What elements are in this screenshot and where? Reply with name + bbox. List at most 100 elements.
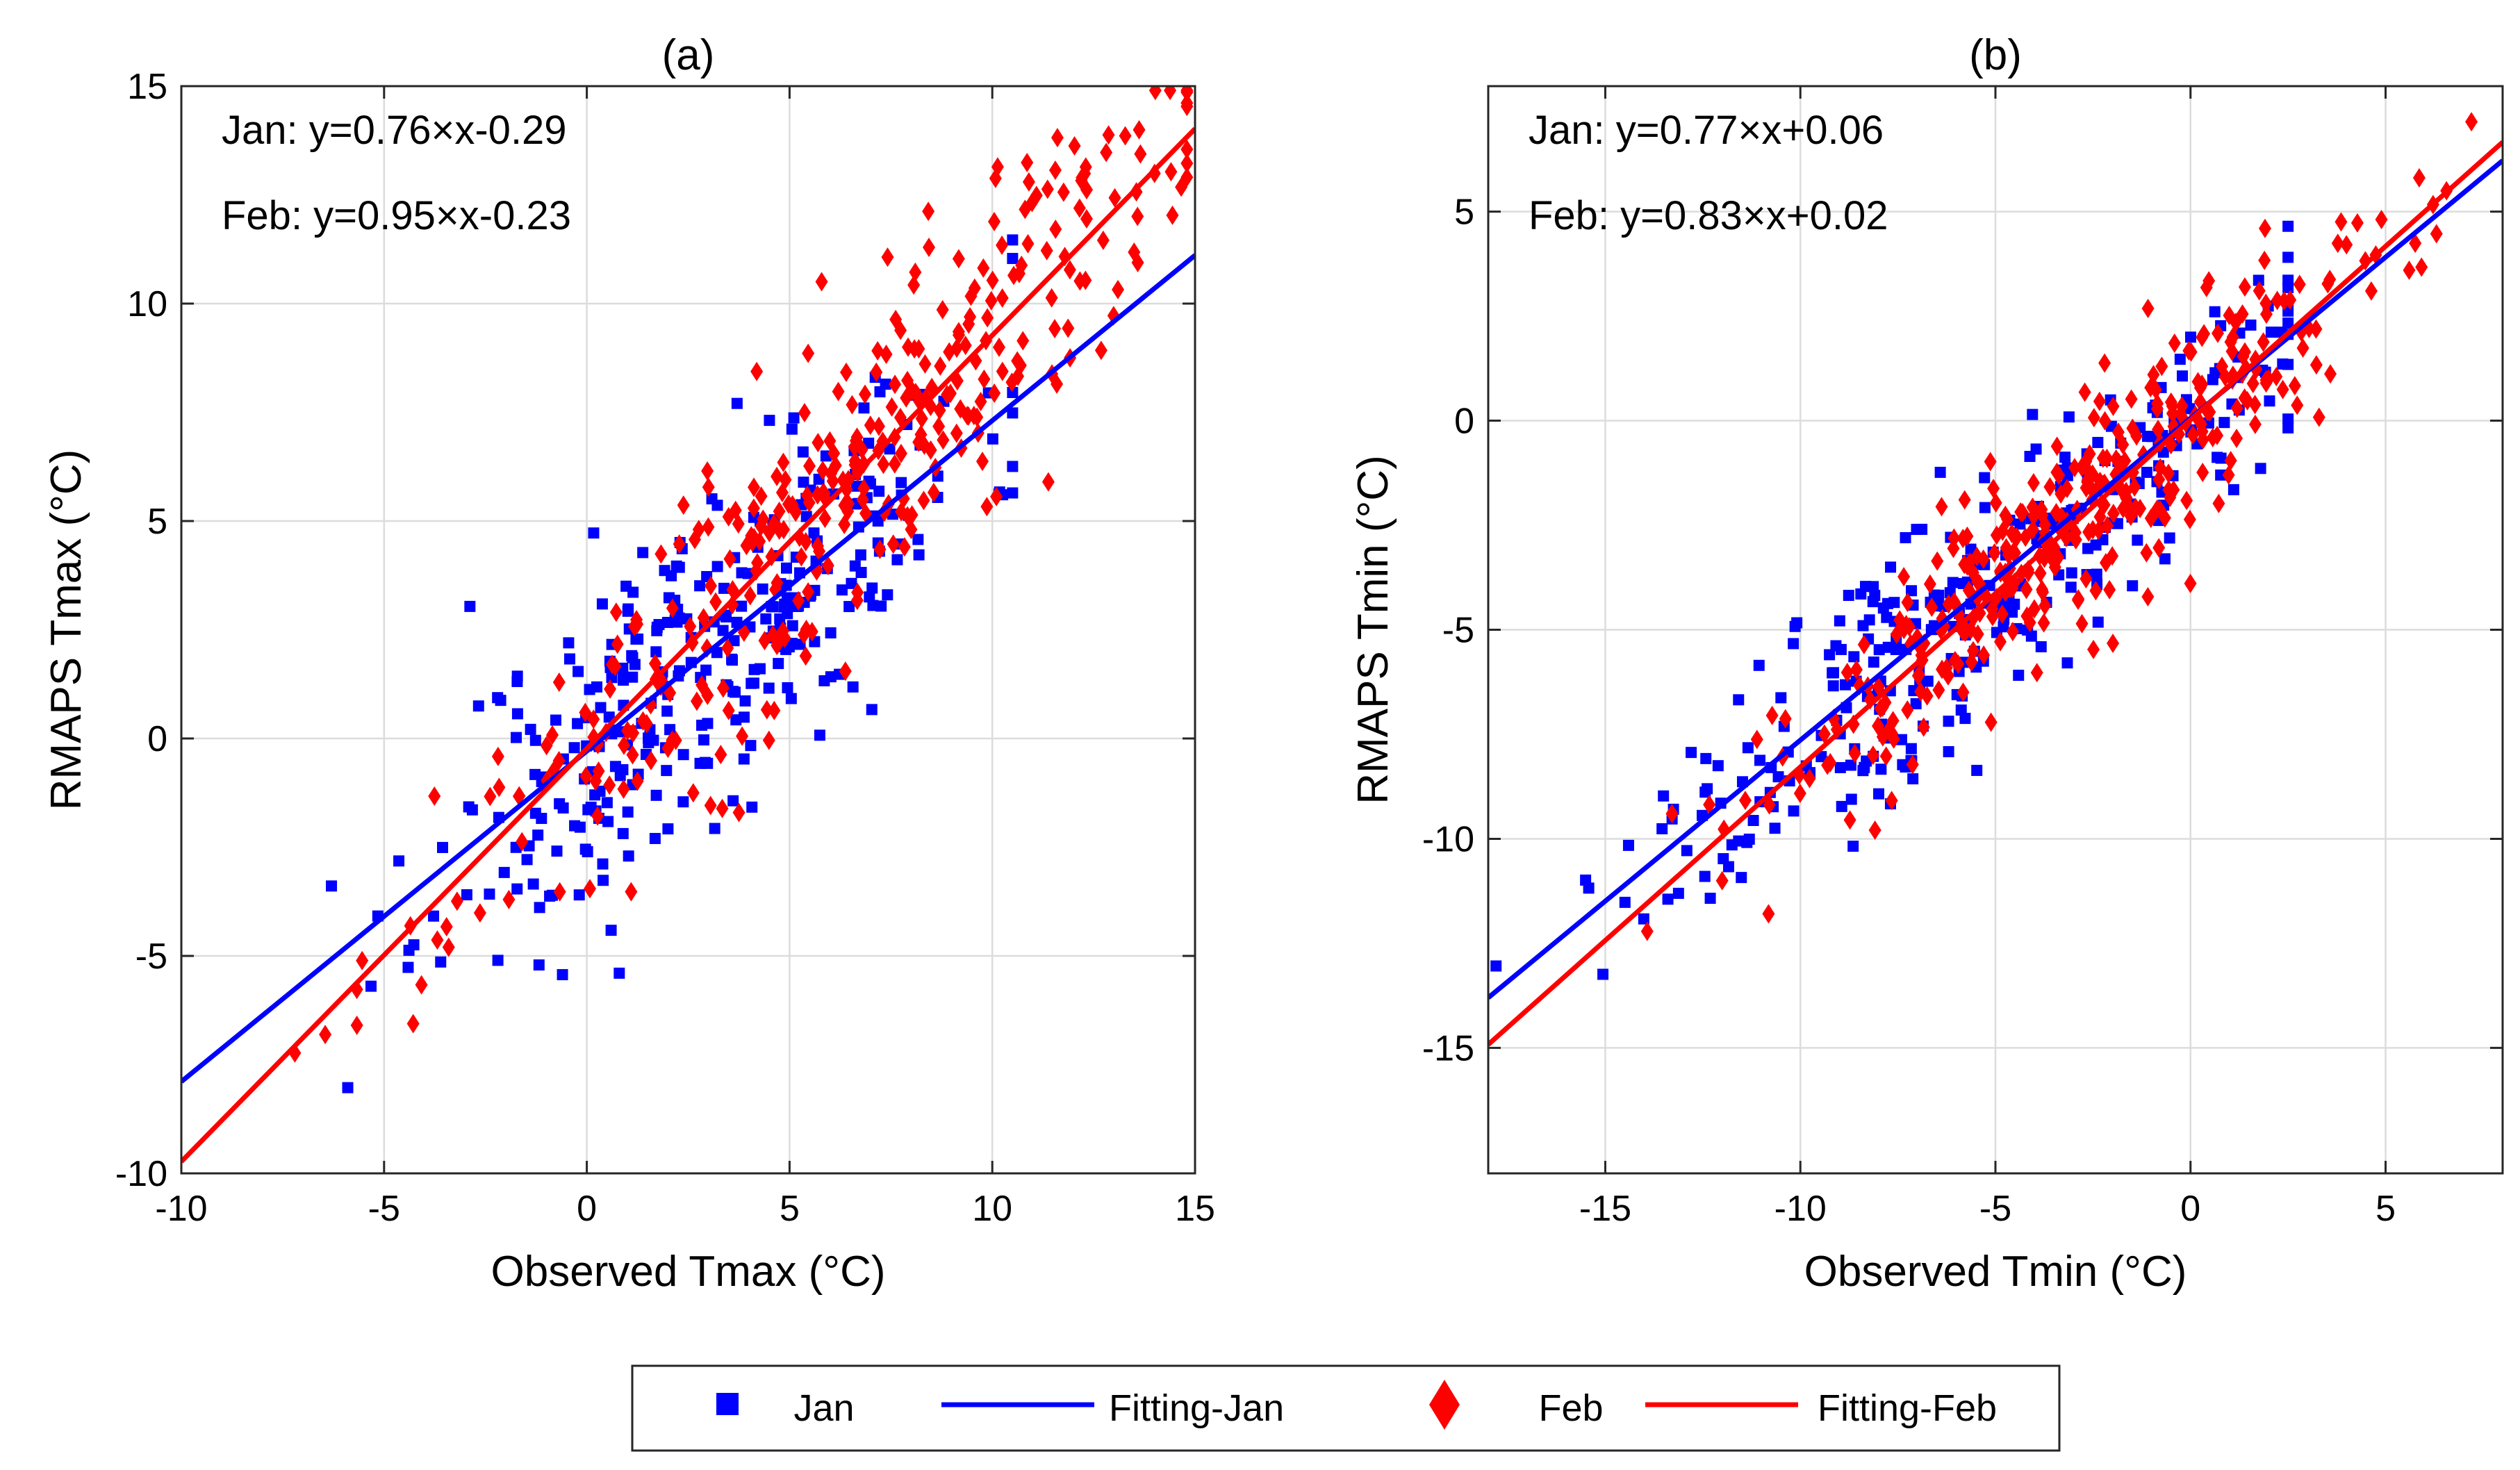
point-feb bbox=[2089, 581, 2102, 601]
point-jan bbox=[1699, 870, 1711, 882]
point-feb bbox=[812, 433, 825, 453]
point-feb bbox=[2340, 235, 2353, 255]
point-feb bbox=[1096, 230, 1110, 250]
panel-b: -15 -10 -5 0 5 -15 -10 -5 0 5 (b) Observed Tmin (°C… bbox=[1349, 31, 2504, 1296]
point-jan bbox=[1971, 764, 1983, 776]
point-jan bbox=[912, 534, 924, 545]
point-jan bbox=[2035, 641, 2047, 652]
point-jan bbox=[2282, 413, 2294, 425]
point-feb bbox=[857, 479, 871, 499]
point-feb bbox=[1886, 711, 1900, 731]
point-jan bbox=[728, 635, 740, 647]
point-jan bbox=[855, 567, 867, 579]
point-feb bbox=[1957, 529, 1970, 549]
point-feb bbox=[1906, 754, 1919, 775]
point-feb bbox=[975, 452, 989, 472]
point-feb bbox=[2187, 424, 2200, 445]
point-feb bbox=[779, 470, 792, 490]
point-jan bbox=[408, 939, 420, 951]
point-feb bbox=[792, 591, 805, 611]
x-axis-label-a: Observed Tmax (°C) bbox=[491, 1248, 886, 1296]
point-feb bbox=[677, 495, 690, 515]
point-feb bbox=[546, 725, 559, 745]
point-feb bbox=[2141, 298, 2155, 318]
point-jan bbox=[825, 627, 837, 638]
point-feb bbox=[626, 745, 639, 765]
point-feb bbox=[686, 783, 700, 803]
point-feb bbox=[2082, 462, 2095, 482]
point-feb bbox=[1821, 755, 1834, 775]
point-feb bbox=[750, 361, 764, 381]
point-jan bbox=[568, 742, 580, 754]
point-jan bbox=[428, 910, 440, 922]
point-jan bbox=[598, 875, 609, 886]
point-jan bbox=[814, 729, 825, 741]
point-feb bbox=[618, 735, 631, 755]
fit-line-fitting-jan bbox=[1488, 158, 2503, 1000]
point-feb bbox=[850, 427, 864, 447]
point-feb bbox=[2253, 281, 2266, 301]
point-feb bbox=[2098, 411, 2111, 431]
point-feb bbox=[2184, 342, 2198, 362]
point-jan bbox=[785, 693, 797, 704]
point-feb bbox=[2183, 509, 2196, 529]
point-feb bbox=[1045, 288, 1058, 308]
point-feb bbox=[909, 262, 922, 282]
point-jan bbox=[1885, 561, 1897, 573]
point-jan bbox=[709, 823, 720, 834]
point-feb bbox=[502, 889, 516, 909]
point-feb bbox=[1958, 490, 1971, 510]
point-feb bbox=[636, 711, 650, 731]
point-jan bbox=[847, 681, 859, 693]
x-tick-label: -10 bbox=[155, 1189, 207, 1229]
point-feb bbox=[666, 598, 679, 618]
point-feb bbox=[553, 882, 566, 902]
point-jan bbox=[601, 797, 613, 809]
point-feb bbox=[2222, 465, 2235, 485]
point-jan bbox=[579, 843, 591, 855]
point-feb bbox=[2141, 586, 2155, 606]
point-jan bbox=[461, 889, 472, 900]
point-feb bbox=[961, 406, 974, 426]
point-feb bbox=[771, 466, 784, 486]
point-feb bbox=[2184, 573, 2197, 593]
point-jan bbox=[1733, 694, 1745, 706]
point-feb bbox=[702, 517, 715, 537]
point-jan bbox=[1868, 581, 1879, 593]
point-jan bbox=[2092, 616, 2104, 628]
point-jan bbox=[787, 620, 798, 631]
point-jan bbox=[2255, 463, 2266, 474]
point-feb bbox=[415, 975, 428, 995]
point-feb bbox=[933, 400, 946, 420]
point-feb bbox=[2020, 579, 2033, 600]
point-feb bbox=[760, 700, 773, 720]
point-jan bbox=[1847, 841, 1859, 852]
point-feb bbox=[1051, 128, 1064, 148]
point-feb bbox=[1715, 870, 1729, 891]
point-feb bbox=[587, 709, 600, 729]
point-feb bbox=[1062, 318, 1075, 338]
point-jan bbox=[498, 866, 510, 878]
point-jan bbox=[2177, 370, 2189, 382]
point-jan bbox=[1868, 656, 1879, 668]
point-feb bbox=[802, 582, 815, 602]
point-jan bbox=[492, 955, 504, 966]
point-jan bbox=[623, 850, 634, 862]
point-jan bbox=[677, 796, 689, 808]
point-feb bbox=[631, 771, 644, 791]
point-feb bbox=[980, 497, 994, 517]
point-jan bbox=[661, 705, 673, 717]
point-jan bbox=[786, 423, 798, 435]
point-feb bbox=[603, 775, 616, 795]
point-feb bbox=[584, 879, 597, 899]
point-jan bbox=[536, 813, 547, 825]
point-jan bbox=[1845, 793, 1857, 805]
point-feb bbox=[2128, 477, 2141, 497]
point-feb bbox=[1133, 119, 1146, 140]
point-jan bbox=[466, 804, 478, 816]
point-jan bbox=[855, 549, 866, 561]
point-jan bbox=[1007, 386, 1019, 398]
point-jan bbox=[569, 820, 581, 832]
point-jan bbox=[864, 591, 875, 603]
point-feb bbox=[1779, 709, 1792, 729]
